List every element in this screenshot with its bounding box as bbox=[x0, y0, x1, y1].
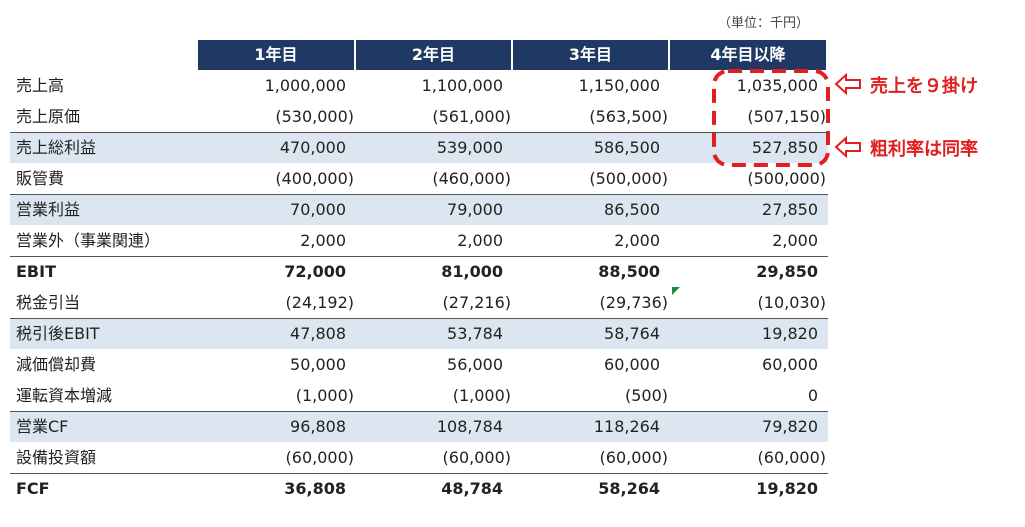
cell-value: 58,764 bbox=[604, 324, 660, 343]
row-label: 販管費 bbox=[16, 169, 65, 188]
cell-value: (29,736) bbox=[599, 293, 668, 312]
cell-value: 1,100,000 bbox=[421, 76, 503, 95]
cell-value: (507,150) bbox=[747, 107, 826, 126]
row-label: 営業利益 bbox=[16, 200, 81, 219]
cell-value: 29,850 bbox=[756, 262, 818, 281]
cell-value: 70,000 bbox=[290, 200, 346, 219]
cell-value: (27,216) bbox=[442, 293, 511, 312]
header-cell: 1年目 bbox=[198, 40, 356, 70]
cell-value: 96,808 bbox=[290, 417, 346, 436]
cell-value: (60,000) bbox=[442, 448, 511, 467]
row-label: 売上総利益 bbox=[16, 138, 97, 157]
row-label: 売上原価 bbox=[16, 107, 81, 126]
cell-value: 118,264 bbox=[593, 417, 660, 436]
header-cell: 4年目以降 bbox=[670, 40, 828, 70]
cell-value: 2,000 bbox=[457, 231, 503, 250]
cell-value: 1,000,000 bbox=[264, 76, 346, 95]
cell-value: 48,784 bbox=[441, 479, 503, 498]
cell-value: (60,000) bbox=[757, 448, 826, 467]
cell-value: 586,500 bbox=[593, 138, 660, 157]
cell-value: (60,000) bbox=[599, 448, 668, 467]
cell-value: 81,000 bbox=[441, 262, 503, 281]
cell-value: (1,000) bbox=[452, 386, 511, 405]
arrow bbox=[834, 72, 861, 96]
row-label: 設備投資額 bbox=[16, 448, 97, 467]
cell-value: 0 bbox=[807, 386, 818, 405]
cell-value: 86,500 bbox=[604, 200, 660, 219]
row-label: EBIT bbox=[16, 262, 56, 281]
cell-value: 72,000 bbox=[284, 262, 346, 281]
cell-value: (500,000) bbox=[589, 169, 668, 188]
row-label: FCF bbox=[16, 479, 50, 498]
cell-value: 19,820 bbox=[756, 479, 818, 498]
row-bg bbox=[10, 132, 828, 163]
cell-value: 56,000 bbox=[447, 355, 503, 374]
row-bg bbox=[10, 411, 828, 442]
cell-value: 2,000 bbox=[614, 231, 660, 250]
cell-value: (460,000) bbox=[432, 169, 511, 188]
cell-value: 527,850 bbox=[751, 138, 818, 157]
cell-value: 79,820 bbox=[762, 417, 818, 436]
cell-value: 19,820 bbox=[762, 324, 818, 343]
row-bg bbox=[10, 256, 828, 287]
header-cell: 2年目 bbox=[356, 40, 513, 70]
header-cell: 3年目 bbox=[513, 40, 670, 70]
cell-value: (561,000) bbox=[432, 107, 511, 126]
cell-value: 50,000 bbox=[290, 355, 346, 374]
cell-value: (500,000) bbox=[747, 169, 826, 188]
cell-value: (10,030) bbox=[757, 293, 826, 312]
row-label: 税金引当 bbox=[16, 293, 81, 312]
row-label: 減価償却費 bbox=[16, 355, 97, 374]
row-label: 営業CF bbox=[16, 417, 69, 436]
header-blank bbox=[10, 40, 198, 70]
cell-value: 58,264 bbox=[598, 479, 660, 498]
row-label: 売上高 bbox=[16, 76, 65, 95]
cell-value: 1,035,000 bbox=[736, 76, 818, 95]
cell-value: 53,784 bbox=[447, 324, 503, 343]
cell-value: (1,000) bbox=[295, 386, 354, 405]
row-label: 税引後EBIT bbox=[16, 324, 100, 343]
annotation: 売上を９掛け bbox=[870, 76, 978, 97]
cell-value: (530,000) bbox=[275, 107, 354, 126]
cell-value: 36,808 bbox=[284, 479, 346, 498]
cell-value: 88,500 bbox=[598, 262, 660, 281]
cell-value: (563,500) bbox=[589, 107, 668, 126]
row-label: 運転資本増減 bbox=[16, 386, 113, 405]
cell-value: 2,000 bbox=[300, 231, 346, 250]
cell-value: 2,000 bbox=[772, 231, 818, 250]
cell-value: 47,808 bbox=[290, 324, 346, 343]
row-bg bbox=[10, 473, 828, 504]
unit-note: （単位：千円） bbox=[718, 16, 810, 31]
cell-value: 79,000 bbox=[447, 200, 503, 219]
cell-value: 60,000 bbox=[762, 355, 818, 374]
cell-value: 27,850 bbox=[762, 200, 818, 219]
cell-value: 108,784 bbox=[436, 417, 503, 436]
row-bg bbox=[10, 194, 828, 225]
cell-value: (500) bbox=[624, 386, 668, 405]
cell-value: 1,150,000 bbox=[578, 76, 660, 95]
annotation: 粗利率は同率 bbox=[870, 139, 978, 160]
cell-value: (60,000) bbox=[285, 448, 354, 467]
row-bg bbox=[10, 318, 828, 349]
cell-value: 60,000 bbox=[604, 355, 660, 374]
cell-value: (24,192) bbox=[285, 293, 354, 312]
cell-value: 539,000 bbox=[436, 138, 503, 157]
row-label: 営業外（事業関連） bbox=[16, 231, 161, 250]
arrow bbox=[834, 135, 861, 159]
cell-value: 470,000 bbox=[279, 138, 346, 157]
cell-value: (400,000) bbox=[275, 169, 354, 188]
